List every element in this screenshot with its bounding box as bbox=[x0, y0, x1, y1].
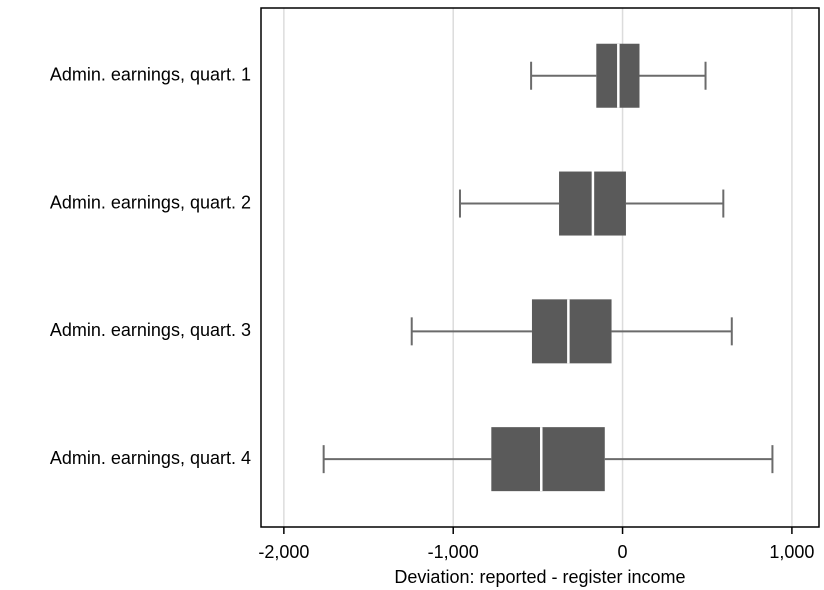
x-tick-label: 0 bbox=[618, 542, 628, 562]
x-tick-label: 1,000 bbox=[769, 542, 814, 562]
y-tick-label: Admin. earnings, quart. 2 bbox=[50, 192, 251, 212]
x-axis-label: Deviation: reported - register income bbox=[394, 567, 685, 587]
plot-frame bbox=[260, 7, 820, 528]
box bbox=[491, 427, 605, 492]
y-tick-label: Admin. earnings, quart. 4 bbox=[50, 448, 251, 468]
x-tick-label: -1,000 bbox=[428, 542, 479, 562]
box bbox=[531, 299, 612, 364]
x-tick-label: -2,000 bbox=[258, 542, 309, 562]
y-tick-label: Admin. earnings, quart. 1 bbox=[50, 64, 251, 84]
y-tick-label: Admin. earnings, quart. 3 bbox=[50, 320, 251, 340]
